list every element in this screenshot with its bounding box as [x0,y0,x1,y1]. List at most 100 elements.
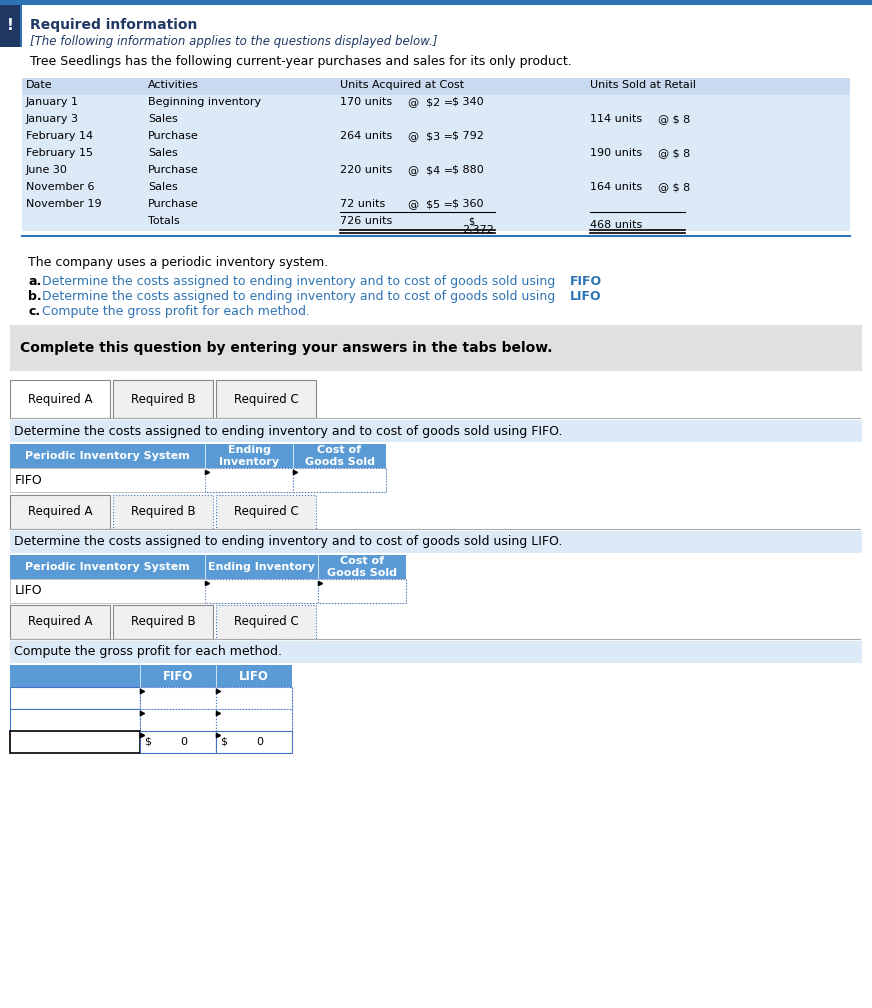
Text: 220 units: 220 units [340,165,392,175]
Text: Periodic Inventory System: Periodic Inventory System [25,562,190,572]
Bar [10,325,862,371]
Text: .: . [595,275,599,288]
Bar [113,495,213,529]
Text: $ 340: $ 340 [452,97,484,107]
Text: b.: b. [28,290,42,303]
Text: Required A: Required A [28,616,92,629]
Text: 2,372: 2,372 [462,225,494,235]
Bar [216,495,316,529]
Text: [The following information applies to the questions displayed below.]: [The following information applies to th… [30,35,438,48]
Bar [0,5,20,47]
Text: $: $ [468,216,474,226]
Text: Compute the gross profit for each method.: Compute the gross profit for each method… [14,645,282,658]
Text: 114 units: 114 units [590,114,642,124]
Text: Complete this question by entering your answers in the tabs below.: Complete this question by entering your … [20,341,553,355]
Bar [140,731,216,753]
Bar [216,380,316,418]
Bar [10,665,292,687]
Text: @ $ 8: @ $ 8 [658,148,691,158]
Text: $ 360: $ 360 [452,199,483,209]
Text: Cost of
Goods Sold: Cost of Goods Sold [327,556,397,578]
Text: Determine the costs assigned to ending inventory and to cost of goods sold using: Determine the costs assigned to ending i… [14,535,562,548]
Bar [10,420,862,442]
Text: Tree Seedlings has the following current-year purchases and sales for its only p: Tree Seedlings has the following current… [30,55,572,68]
Text: Required C: Required C [234,505,298,518]
Text: !: ! [7,18,13,33]
Bar [10,709,292,731]
Bar [113,605,213,639]
Bar [140,709,216,731]
Bar [205,468,293,492]
Bar [216,731,292,753]
Text: 72 units: 72 units [340,199,385,209]
Text: .: . [595,290,599,303]
Text: c.: c. [28,305,40,318]
Text: @ $ 8: @ $ 8 [658,114,691,124]
Text: February 15: February 15 [26,148,93,158]
Text: Required C: Required C [234,616,298,629]
Text: Determine the costs assigned to ending inventory and to cost of goods sold using: Determine the costs assigned to ending i… [42,290,559,303]
Text: Purchase: Purchase [148,199,199,209]
Bar [293,468,386,492]
Text: 190 units: 190 units [590,148,642,158]
Text: a.: a. [28,275,41,288]
Text: @  $5 =: @ $5 = [408,199,453,209]
Text: Sales: Sales [148,114,178,124]
Text: Required C: Required C [234,392,298,405]
Text: Sales: Sales [148,148,178,158]
Text: June 30: June 30 [26,165,68,175]
Text: Required A: Required A [28,392,92,405]
Text: Determine the costs assigned to ending inventory and to cost of goods sold using: Determine the costs assigned to ending i… [42,275,559,288]
Bar [10,555,406,579]
Text: November 6: November 6 [26,182,94,192]
Bar [140,687,216,709]
Text: Purchase: Purchase [148,131,199,141]
Text: Beginning inventory: Beginning inventory [148,97,261,107]
Text: Compute the gross profit for each method.: Compute the gross profit for each method… [42,305,310,318]
Bar [22,78,850,95]
Text: 264 units: 264 units [340,131,392,141]
Text: $ 792: $ 792 [452,131,484,141]
Bar [113,380,213,418]
Text: Periodic Inventory System: Periodic Inventory System [25,451,190,461]
Text: The company uses a periodic inventory system.: The company uses a periodic inventory sy… [28,256,328,269]
Text: 468 units: 468 units [590,220,643,230]
Bar [216,687,292,709]
Text: 726 units: 726 units [340,216,392,226]
Bar [10,687,292,709]
Text: Purchase: Purchase [148,165,199,175]
Bar [10,579,406,603]
Bar [10,641,862,663]
Text: Required B: Required B [131,616,195,629]
Bar [10,531,862,553]
Text: 0: 0 [256,737,263,747]
Text: @  $4 =: @ $4 = [408,165,453,175]
Text: January 1: January 1 [26,97,79,107]
Text: Required B: Required B [131,392,195,405]
Bar [10,731,292,753]
Text: Required B: Required B [131,505,195,518]
Text: Required A: Required A [28,505,92,518]
Text: $ 880: $ 880 [452,165,484,175]
Text: 164 units: 164 units [590,182,642,192]
Text: Units Acquired at Cost: Units Acquired at Cost [340,80,464,90]
Text: February 14: February 14 [26,131,93,141]
Text: Ending
Inventory: Ending Inventory [219,446,279,467]
Text: Date: Date [26,80,52,90]
Text: FIFO: FIFO [163,669,194,682]
Text: $: $ [220,737,227,747]
Bar [10,468,386,492]
Text: @  $2 =: @ $2 = [408,97,453,107]
Text: November 19: November 19 [26,199,102,209]
Text: January 3: January 3 [26,114,79,124]
Bar [216,605,316,639]
Bar [22,78,850,231]
Text: Totals: Totals [148,216,180,226]
Bar [10,444,386,468]
Text: @ $ 8: @ $ 8 [658,182,691,192]
Bar [0,0,872,5]
Bar [205,579,318,603]
Bar [10,380,110,418]
Bar [10,605,110,639]
Text: Ending Inventory: Ending Inventory [208,562,315,572]
